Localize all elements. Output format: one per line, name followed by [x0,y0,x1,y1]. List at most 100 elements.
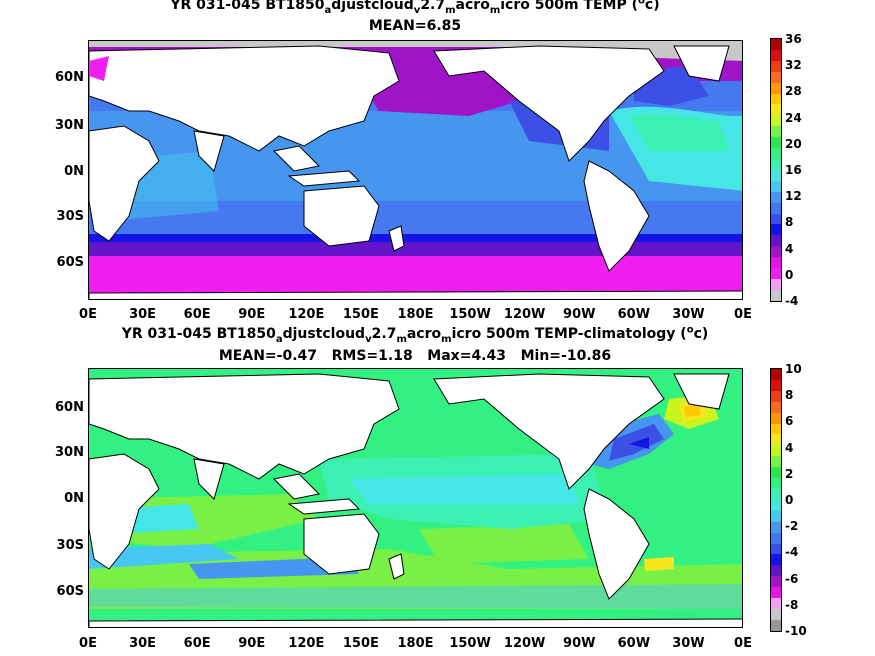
colorbar-segment [771,93,781,105]
bottom-lon-label: 30E [129,636,157,651]
colorbar-segment [771,401,781,413]
colorbar-segment [771,180,781,192]
top-map-canvas [89,41,742,299]
colorbar-segment [771,169,781,181]
colorbar-tick-label: 0 [785,267,794,282]
colorbar-tick-label: -4 [785,545,799,560]
colorbar-segment [771,126,781,138]
bottom-title-part: 2.7 [371,326,397,342]
bottom-title-sub: v [365,333,372,345]
bottom-lon-label: 120W [503,636,546,651]
bottom-lat-label: 60S [56,584,84,599]
bottom-title-sub: m [396,333,407,345]
bottom-lat-label: 30S [56,538,84,553]
colorbar-segment [771,423,781,435]
bottom-map [88,368,743,628]
colorbar-segment [771,213,781,225]
top-title-part: djustcloud [331,0,414,13]
colorbar-segment [771,434,781,446]
colorbar-segment [771,619,781,631]
colorbar-segment [771,246,781,258]
colorbar-segment [771,257,781,269]
bottom-colorbar [770,368,782,632]
bottom-lon-label: 0E [79,636,97,651]
top-lon-label: 60E [183,307,211,322]
colorbar-segment [771,379,781,391]
colorbar-tick-label: 4 [785,241,794,256]
top-lon-label: 0E [734,307,752,322]
colorbar-segment [771,587,781,599]
top-colorbar [770,38,782,302]
bottom-lon-label: 150W [449,636,491,651]
bottom-lat-label: 0N [64,491,84,506]
colorbar-segment [771,532,781,544]
colorbar-segment [771,543,781,555]
colorbar-segment [771,191,781,203]
bottom-lon-label: 90E [238,636,266,651]
colorbar-tick-label: -8 [785,597,799,612]
top-lon-label: 30E [129,307,157,322]
top-lat-label: 0N [64,164,84,179]
colorbar-tick-label: 8 [785,215,794,230]
bottom-lon-label: 0E [734,636,752,651]
bottom-lon-label: 90W [563,636,596,651]
colorbar-tick-label: 10 [785,362,802,376]
colorbar-segment [771,499,781,511]
colorbar-segment [771,60,781,72]
colorbar-tick-label: -4 [785,294,799,308]
bottom-lon-label: 150E [342,636,379,651]
colorbar-tick-label: 28 [785,84,802,99]
colorbar-tick-label: 4 [785,440,794,455]
colorbar-tick-label: 0 [785,493,794,507]
top-title: YR 031-045 BT1850adjustcloudv2.7macromic… [0,0,830,15]
colorbar-segment [771,49,781,61]
colorbar-tick-label: 36 [785,32,802,46]
top-lon-label: 60W [617,307,651,322]
colorbar-segment [771,478,781,489]
colorbar-segment [771,268,781,279]
colorbar-segment [771,39,781,50]
bottom-lat-label: 30N [55,445,84,460]
colorbar-segment [771,71,781,83]
top-title-part: YR 031-045 BT1850 [170,0,325,13]
colorbar-tick-label: 2 [785,466,794,481]
colorbar-segment [771,278,781,290]
top-map [88,40,743,300]
bottom-lon-label: 120E [288,636,325,651]
colorbar-tick-label: 12 [785,189,802,204]
bottom-title-part: djustcloud [282,326,366,342]
top-lon-label: 150W [449,307,491,322]
top-title-part: 2.7 [420,0,446,13]
colorbar-segment [771,608,781,620]
top-lon-label: 120E [288,307,325,322]
top-lon-label: 90W [563,307,596,322]
bottom-title-sub: m [441,333,452,345]
bottom-title: YR 031-045 BT1850adjustcloudv2.7macromic… [0,324,830,345]
colorbar-tick-label: 6 [785,414,794,429]
bottom-lon-label: 180E [397,636,434,651]
colorbar-segment [771,554,781,566]
colorbar-segment [771,202,781,214]
top-title-part: acro [455,0,490,13]
colorbar-segment [771,104,781,116]
bottom-title-part: YR 031-045 BT1850 [121,326,276,342]
colorbar-tick-label: 24 [785,110,802,125]
top-lon-label: 180E [397,307,434,322]
bottom-lon-label: 30W [672,636,705,651]
colorbar-segment [771,467,781,479]
top-lon-label: 30W [672,307,705,322]
bottom-lat-label: 60N [55,400,84,415]
top-lon-label: 120W [503,307,546,322]
colorbar-segment [771,158,781,170]
top-stats: MEAN=6.85 [368,18,462,34]
bottom-title-sup: o [686,324,694,336]
colorbar-segment [771,148,781,159]
colorbar-segment [771,224,781,236]
bottom-map-canvas [89,369,742,627]
bottom-stats: MEAN=-0.47 RMS=1.18 Max=4.43 Min=-10.86 [218,348,612,364]
bottom-lon-label: 60W [617,636,651,651]
bottom-title-part: icro 500m TEMP-climatology ( [451,326,687,342]
colorbar-tick-label: -10 [785,624,807,638]
colorbar-segment [771,565,781,577]
colorbar-segment [771,576,781,588]
